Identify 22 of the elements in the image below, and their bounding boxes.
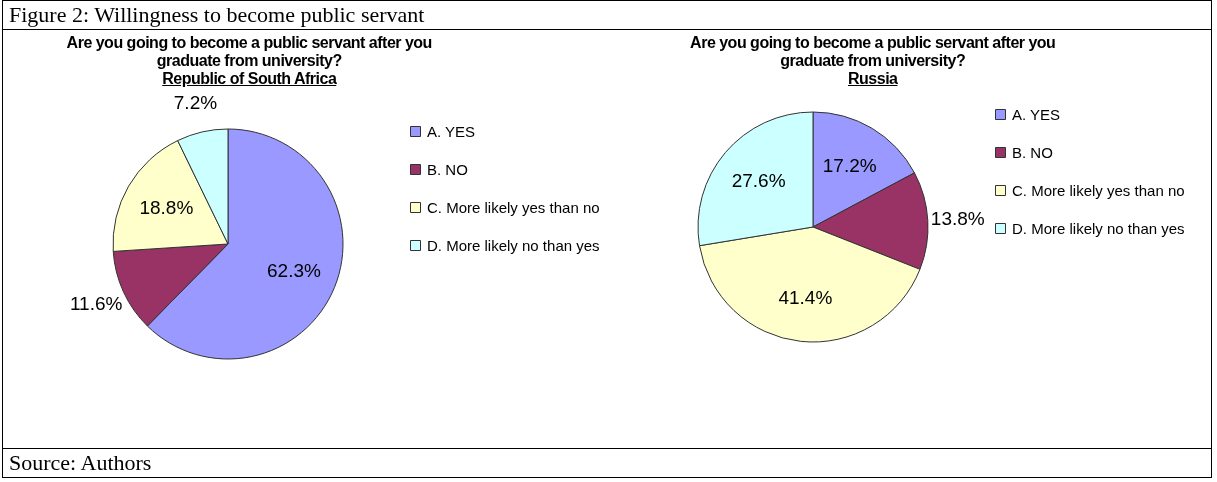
legend-label: C. More likely yes than no (1011, 181, 1185, 199)
source-note: Source: Authors (3, 448, 1211, 477)
chart-subtitle: Republic of South Africa (161, 70, 338, 88)
chart-title: Are you going to become a public servant after you graduate from university? (689, 34, 1057, 70)
legend-label: C. More likely yes than no (427, 198, 600, 216)
legend-label: D. More likely no than yes (427, 236, 600, 254)
data-label: 41.4% (778, 286, 833, 308)
caption: Figure 2: Willingness to become public servant (3, 1, 1211, 30)
legend-label: B. NO (1011, 143, 1053, 161)
data-label: 11.6% (70, 293, 123, 315)
data-label: 62.3% (267, 260, 322, 281)
legend-label: A. YES (1011, 105, 1060, 123)
legend-label: A. YES (427, 122, 476, 140)
chart-title: Are you going to become a public servant after you graduate from university? (65, 34, 433, 70)
data-label: 27.6% (731, 169, 786, 191)
chart-subtitle: Russia (847, 70, 899, 88)
data-label: 18.8% (139, 197, 194, 219)
legend-label: D. More likely no than yes (1011, 219, 1185, 237)
data-label: 7.2% (174, 91, 218, 113)
data-label: 17.2% (822, 154, 877, 176)
legend-label: B. NO (427, 160, 469, 178)
data-label: 13.8% (930, 207, 985, 229)
